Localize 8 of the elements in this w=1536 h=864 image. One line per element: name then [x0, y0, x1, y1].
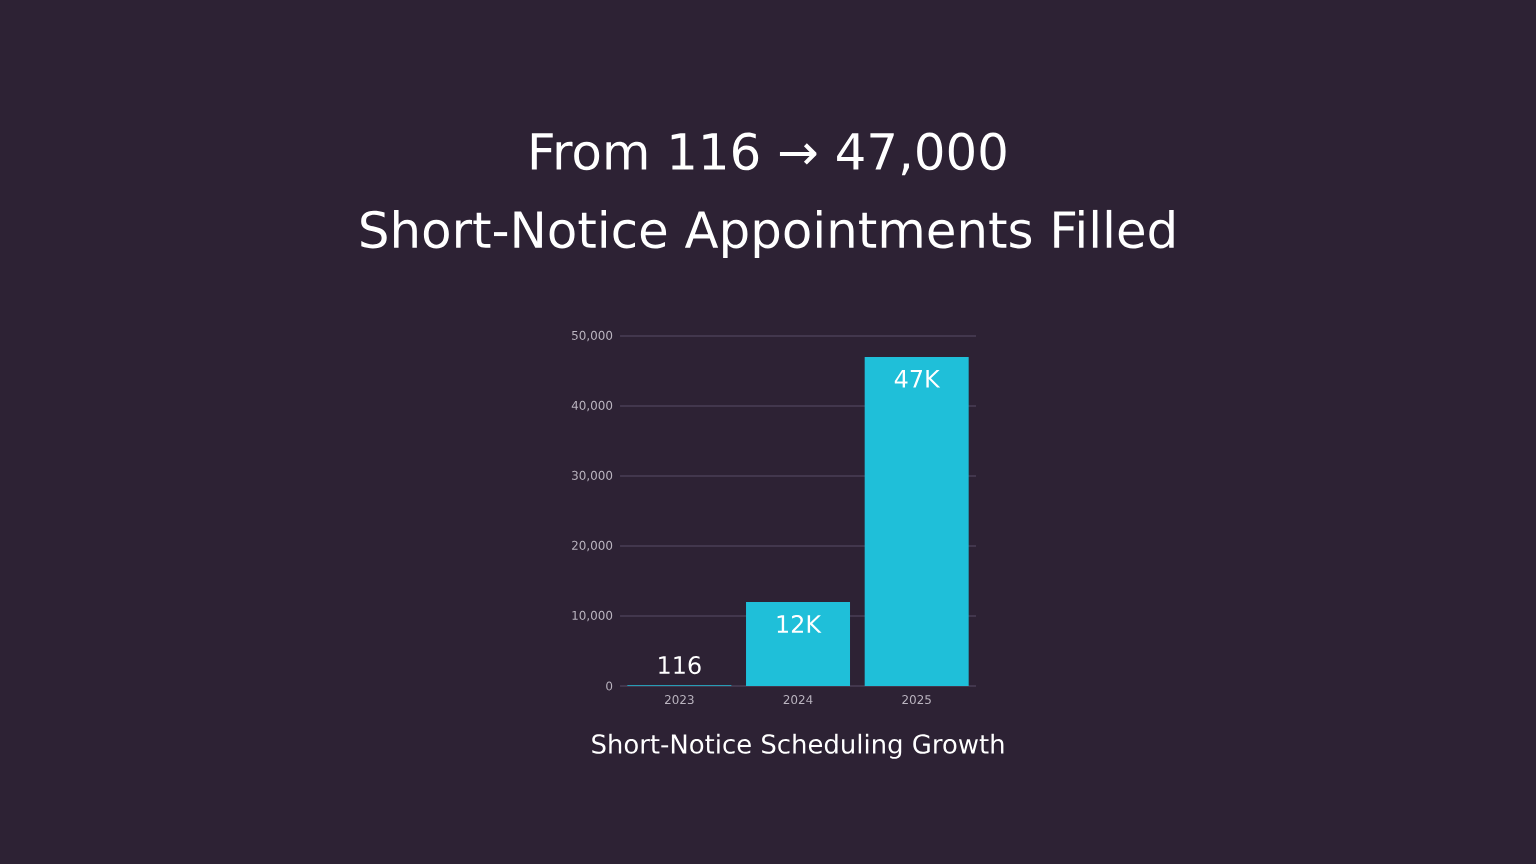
bar — [746, 602, 851, 686]
data-label: 47K — [894, 370, 941, 388]
chart-title: From 116 → 47,000 — [531, 132, 1006, 176]
chart-subtitle: Short-Notice Appointments Filled — [361, 209, 1174, 259]
bar — [864, 357, 969, 686]
x-axis-title: Short-Notice Scheduling Growth — [592, 733, 1004, 759]
data-label: 12K — [777, 615, 822, 633]
data-label: 116 — [659, 656, 701, 675]
